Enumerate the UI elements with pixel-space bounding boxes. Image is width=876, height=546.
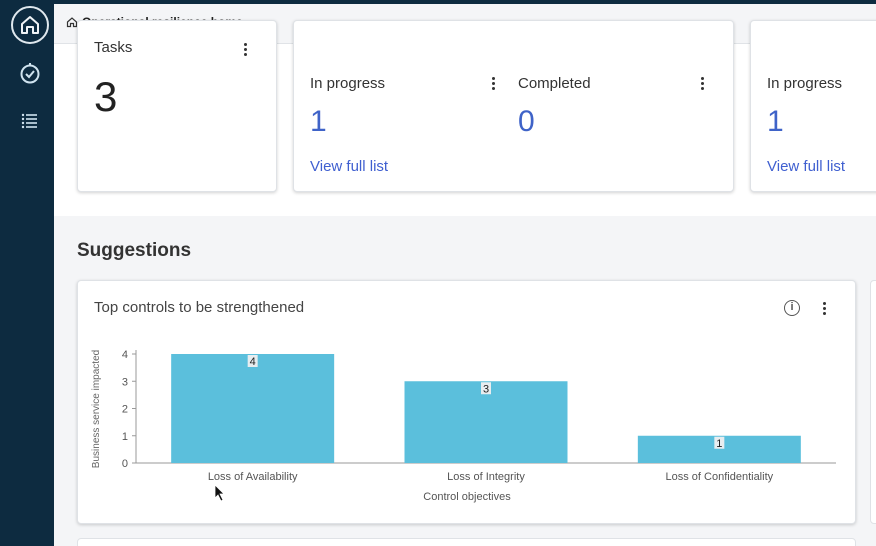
in-progress-count[interactable]: 1 <box>310 105 327 138</box>
x-axis-label: Control objectives <box>423 491 511 503</box>
suggestions-heading: Suggestions <box>77 240 192 261</box>
tasks-count: 3 <box>94 73 118 120</box>
data-label: 1 <box>716 438 722 450</box>
x-tick-label: Loss of Confidentiality <box>666 471 774 483</box>
in-progress-label: In progress <box>767 75 843 92</box>
data-label: 4 <box>250 356 256 368</box>
data-label-bg <box>481 382 491 395</box>
y-tick-label: 1 <box>122 431 128 443</box>
in-progress-count[interactable]: 1 <box>767 105 784 138</box>
data-label-bg <box>247 355 258 367</box>
info-icon[interactable]: i <box>784 300 800 316</box>
sidebar-nav <box>0 0 54 546</box>
status-card-secondary: In progress 1 View full list <box>750 20 876 192</box>
x-tick-label: Loss of Integrity <box>447 471 525 483</box>
tasks-card: Tasks 3 <box>77 20 277 192</box>
data-label: 3 <box>483 383 489 395</box>
more-options-icon[interactable] <box>701 77 705 92</box>
more-options-icon[interactable] <box>492 77 496 92</box>
completed-label: Completed <box>518 75 591 92</box>
view-full-list-link[interactable]: View full list <box>310 158 389 175</box>
next-card <box>77 538 856 546</box>
task-check-icon[interactable] <box>19 62 41 84</box>
bar <box>404 381 568 463</box>
tasks-title: Tasks <box>94 39 133 56</box>
mouse-cursor-icon <box>214 484 226 507</box>
chart-title: Top controls to be strengthened <box>94 299 305 316</box>
more-options-icon[interactable] <box>244 43 248 58</box>
more-options-icon[interactable] <box>823 302 827 317</box>
x-tick-label: Loss of Availability <box>208 471 298 483</box>
y-tick-label: 2 <box>122 404 128 416</box>
view-full-list-link[interactable]: View full list <box>767 158 846 175</box>
list-icon[interactable] <box>21 112 39 130</box>
adjacent-card-edge <box>870 280 876 524</box>
y-axis-label: Business service impacted <box>91 350 102 468</box>
completed-count[interactable]: 0 <box>518 105 535 138</box>
in-progress-label: In progress <box>310 75 386 92</box>
home-icon[interactable] <box>11 6 49 44</box>
breadcrumb-home-icon <box>66 17 78 28</box>
status-card: In progress 1 Completed 0 View full list <box>293 20 734 192</box>
data-label-bg <box>714 436 725 449</box>
bar-chart: Business service impacted Control object… <box>91 349 836 503</box>
y-tick-label: 0 <box>122 458 128 470</box>
y-tick-label: 3 <box>122 376 128 388</box>
bar <box>171 354 335 463</box>
y-tick-label: 4 <box>122 349 128 361</box>
top-controls-chart-card: Top controls to be strengthened i Busine… <box>77 280 856 524</box>
